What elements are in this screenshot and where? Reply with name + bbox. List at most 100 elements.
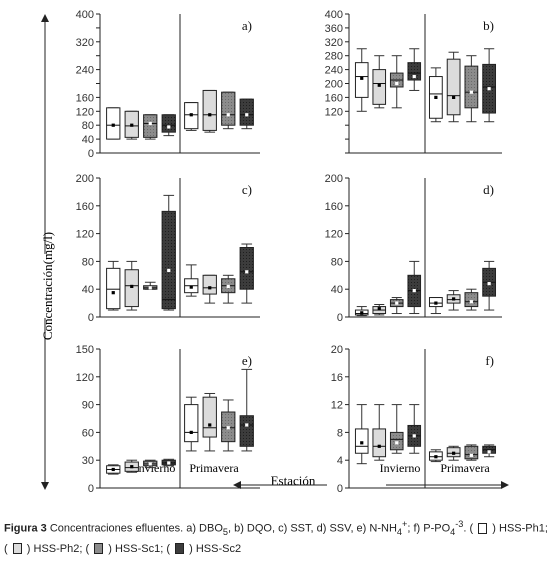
- panel-c-hss-ph2-primavera-box: [202, 274, 217, 295]
- panel-c-hss-ph2-invierno-box: [124, 269, 139, 308]
- panel-a-hss-sc1-primavera-box: [221, 91, 236, 126]
- panel-f-hss-ph1-invierno-mean: [360, 441, 364, 445]
- caption-legend-3: ) HSS-Sc1; (: [105, 542, 174, 555]
- season-label-invierno-right: Invierno: [380, 461, 421, 475]
- panel-f-hss-ph1-invierno-box: [354, 428, 369, 454]
- panel-a-ytick-label: 320: [76, 37, 94, 49]
- panel-a-hss-ph2-primavera-mean: [208, 113, 212, 117]
- panel-a-hss-sc2-primavera-mean: [245, 113, 249, 117]
- panel-b-ytick-label: 400: [325, 9, 343, 21]
- panel-b-label: b): [483, 18, 494, 33]
- panel-c-hss-sc2-invierno-mean: [167, 268, 171, 273]
- panel-a-ytick-label: 120: [76, 106, 94, 118]
- caption-text-2: , b) DQO, c) SST, d) SSV, e) N-NH: [227, 522, 397, 535]
- panel-c-ytick-label: 120: [76, 229, 94, 241]
- panel-f-hss-sc2-invierno-mean: [412, 434, 416, 438]
- panel-b-hss-ph1-invierno-mean: [360, 76, 364, 80]
- panel-e-hss-sc2-primavera-box: [239, 415, 254, 447]
- y-axis-label: Concentración(mg/l): [40, 232, 55, 340]
- legend-swatch-ph1: [478, 522, 488, 534]
- panel-c-hss-ph1-invierno-box: [106, 267, 121, 310]
- panel-e-hss-ph2-primavera-box: [202, 396, 217, 438]
- panel-f-ytick-label: 0: [337, 483, 343, 495]
- season-label-primavera-right: Primavera: [440, 461, 490, 475]
- panel-e-ytick-label: 60: [82, 427, 94, 439]
- panel-a-hss-ph1-invierno-box: [106, 107, 121, 140]
- panel-a-hss-sc2-invierno-mean: [167, 125, 171, 129]
- panel-d-ytick-label: 160: [325, 201, 343, 213]
- caption-text-3: ; f) P-PO: [407, 522, 451, 535]
- panel-c-hss-sc2-invierno-box: [161, 210, 176, 310]
- panel-f-ytick-label: 8: [337, 427, 343, 439]
- legend-swatch-sc2: [175, 542, 185, 554]
- panel-b-hss-ph2-invierno-mean: [377, 83, 381, 87]
- panel-f-hss-sc1-primavera-box: [464, 445, 479, 460]
- panel-c-hss-sc2-primavera-mean: [245, 270, 249, 274]
- panel-b-ytick-label: 280: [325, 51, 343, 63]
- panel-b-hss-sc1-invierno-mean: [395, 81, 399, 86]
- figure-3-boxplots: Concentración(mg/l) Estación Invierno Pr…: [40, 9, 509, 495]
- panel-e-hss-sc2-primavera-mean: [245, 423, 249, 427]
- panel-c-hss-ph2-primavera-mean: [208, 286, 212, 290]
- panel-f-hss-ph1-primavera-mean: [434, 455, 438, 459]
- panel-a-ytick-label: 400: [76, 9, 94, 21]
- panels-group: 04080120160240320400a)120160200240280320…: [76, 9, 502, 495]
- panel-c-ytick-label: 160: [76, 201, 94, 213]
- caption-lead: Figura 3: [4, 522, 47, 535]
- panel-b-ytick-label: 160: [325, 92, 343, 104]
- panel-d-hss-ph1-invierno-mean: [360, 311, 364, 315]
- panel-c-hss-ph1-invierno-mean: [111, 291, 115, 295]
- caption-sup-2: +: [401, 519, 408, 529]
- panel-b-hss-ph1-invierno-box: [354, 62, 369, 98]
- panel-d-ytick-label: 200: [325, 173, 343, 185]
- panel-c-ytick-label: 40: [82, 284, 94, 296]
- panel-f-hss-sc1-invierno-mean: [395, 441, 399, 445]
- panel-a-ytick-label: 240: [76, 65, 94, 77]
- panel-a-ytick-label: 40: [82, 134, 94, 146]
- panel-f-hss-sc2-primavera-mean: [487, 450, 491, 454]
- panel-a-ytick-label: 160: [76, 92, 94, 104]
- panel-b-ytick-label: 120: [325, 106, 343, 118]
- caption-text-5: (: [4, 542, 11, 555]
- panel-d-hss-sc1-invierno-mean: [395, 301, 399, 305]
- panel-a-ytick-label: 80: [82, 120, 94, 132]
- panel-f-ytick-label: 16: [331, 372, 343, 384]
- panel-b-ytick-label: 320: [325, 37, 343, 49]
- panel-a-hss-ph1-invierno-mean: [111, 123, 115, 127]
- panel-b-hss-ph2-primavera-mean: [452, 95, 456, 99]
- caption-legend-4: ) HSS-Sc2: [186, 542, 242, 555]
- panel-e-label: e): [242, 353, 252, 368]
- panel-c-hss-ph1-primavera-mean: [189, 285, 193, 289]
- panel-d-hss-sc2-primavera-mean: [487, 282, 491, 286]
- panel-c-hss-sc1-primavera-mean: [226, 284, 230, 289]
- panel-b-hss-sc2-invierno-box: [407, 62, 422, 81]
- panel-a-hss-ph2-primavera-box: [202, 89, 217, 131]
- panel-f-hss-ph2-invierno-box: [372, 428, 387, 458]
- panel-d-ytick-label: 0: [337, 312, 343, 324]
- panel-e-hss-sc2-invierno-mean: [167, 461, 171, 465]
- panel-f-hss-sc1-invierno-box: [389, 431, 404, 451]
- panel-c-label: c): [242, 182, 252, 197]
- panel-e-ytick-label: 0: [88, 483, 94, 495]
- panel-a-hss-sc2-invierno-box: [161, 114, 176, 133]
- panel-a-hss-ph2-invierno-mean: [130, 123, 134, 127]
- panel-a-ytick-label: 0: [88, 148, 94, 160]
- caption-text-1: Concentraciones efluentes. a) DBO: [46, 522, 223, 535]
- panel-f-hss-ph2-primavera-mean: [452, 451, 456, 455]
- panel-f-ytick-label: 20: [331, 344, 343, 356]
- figure-caption: Figura 3 Concentraciones efluentes. a) D…: [4, 516, 550, 558]
- panel-b-ytick-label: 200: [325, 79, 343, 91]
- panel-b-ytick-label: 360: [325, 23, 343, 35]
- caption-text-4: . (: [463, 522, 477, 535]
- season-label-primavera-left: Primavera: [189, 461, 239, 475]
- panel-e-hss-ph2-primavera-mean: [208, 423, 212, 427]
- panel-d-hss-sc2-invierno-mean: [412, 288, 416, 293]
- panel-f-ytick-label: 12: [331, 400, 343, 412]
- panel-e-hss-sc1-primavera-mean: [226, 426, 230, 430]
- legend-swatch-ph2: [12, 542, 22, 554]
- caption-sub-2: 4: [396, 526, 402, 537]
- panel-d-ytick-label: 80: [331, 256, 343, 268]
- panel-a-hss-sc1-invierno-mean: [148, 121, 152, 126]
- panel-d-hss-ph1-primavera-mean: [434, 301, 438, 305]
- panel-a-hss-sc1-primavera-mean: [226, 113, 230, 117]
